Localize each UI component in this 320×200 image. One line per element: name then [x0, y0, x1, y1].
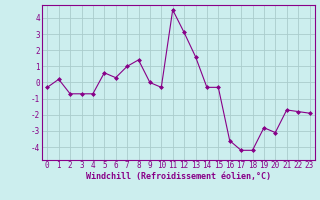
X-axis label: Windchill (Refroidissement éolien,°C): Windchill (Refroidissement éolien,°C) — [86, 172, 271, 181]
